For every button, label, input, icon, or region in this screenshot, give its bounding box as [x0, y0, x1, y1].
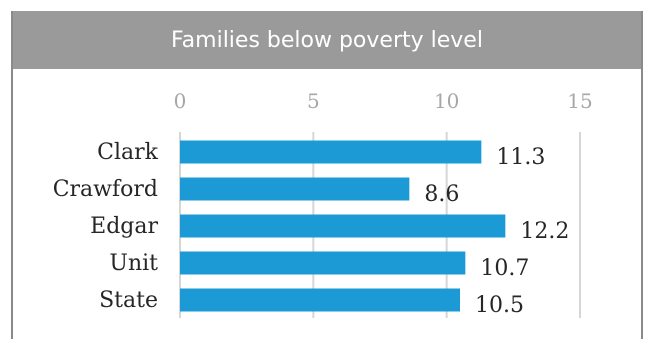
x-tick-label: 0	[174, 89, 187, 113]
x-tick-label: 10	[434, 89, 459, 113]
x-tick-label: 15	[567, 89, 592, 113]
bar-unit	[180, 251, 466, 275]
bar-clark	[180, 140, 482, 164]
value-label: 11.3	[496, 145, 545, 170]
category-label: Edgar	[90, 214, 158, 239]
value-label: 10.5	[475, 293, 524, 318]
chart-frame: Families below poverty level	[11, 11, 643, 339]
category-label: State	[99, 288, 158, 313]
x-tick-label: 5	[307, 89, 320, 113]
value-label: 8.6	[424, 182, 459, 207]
bar-edgar	[180, 214, 506, 238]
value-label: 12.2	[520, 219, 569, 244]
category-label: Clark	[97, 140, 159, 165]
value-label: 10.7	[480, 256, 529, 281]
category-label: Unit	[109, 251, 158, 276]
category-label: Crawford	[53, 177, 158, 202]
chart-title: Families below poverty level	[13, 11, 641, 69]
bar-state	[180, 288, 460, 312]
bar-crawford	[180, 177, 410, 201]
